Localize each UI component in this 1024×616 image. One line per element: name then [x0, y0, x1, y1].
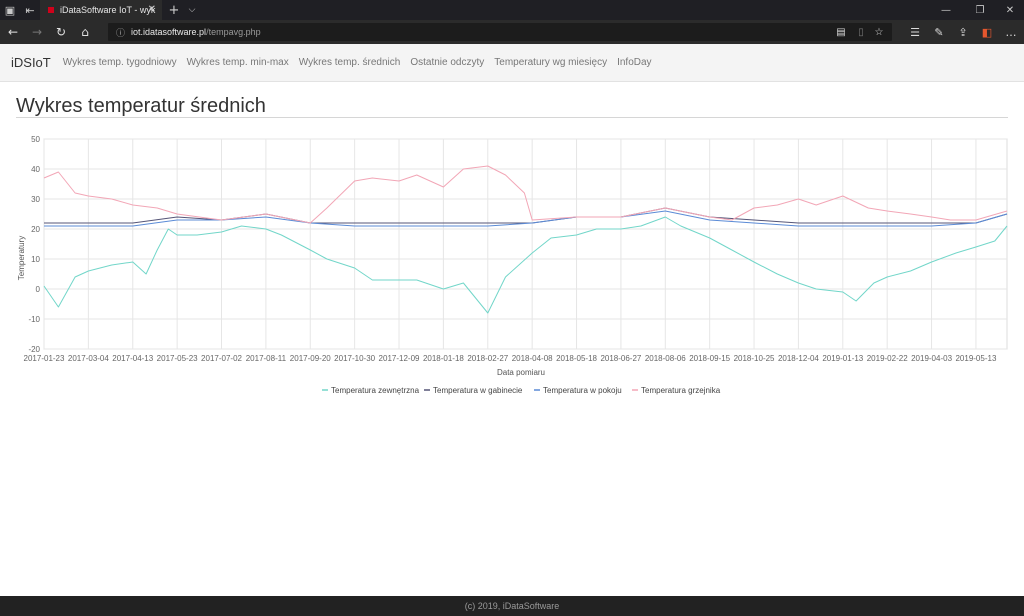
legend-label[interactable]: Temperatura zewnętrzna: [331, 386, 420, 395]
tab-actions-icon[interactable]: ▣: [4, 3, 16, 17]
site-navbar: iDSIoT Wykres temp. tygodniowy Wykres te…: [0, 44, 1024, 82]
nav-link-latest[interactable]: Ostatnie odczyty: [410, 57, 485, 68]
nav-link-monthly[interactable]: Temperatury wg miesięcy: [494, 57, 608, 68]
reading-view-icon[interactable]: ▤: [836, 26, 846, 38]
close-icon[interactable]: ✕: [147, 4, 156, 15]
x-axis-label: Data pomiaru: [497, 368, 545, 377]
x-tick-label: 2017-04-13: [112, 354, 153, 363]
x-tick-label: 2017-05-23: [157, 354, 198, 363]
x-tick-label: 2018-06-27: [600, 354, 641, 363]
tab-title: iDataSoftware IoT - wyk: [60, 5, 156, 15]
chart-grid: [43, 138, 1008, 350]
x-tick-label: 2018-01-18: [423, 354, 464, 363]
y-tick-label: 10: [31, 255, 40, 264]
pen-icon[interactable]: ✎: [934, 25, 944, 39]
legend-label[interactable]: Temperatura w pokoju: [543, 386, 622, 395]
address-toolbar: ← → ↻ ⌂ ⓘ iot.idatasoftware.pl/tempavg.p…: [0, 20, 1024, 44]
address-input[interactable]: ⓘ iot.idatasoftware.pl/tempavg.php: [108, 23, 892, 41]
y-tick-label: 40: [31, 165, 40, 174]
x-tick-label: 2018-08-06: [645, 354, 686, 363]
x-tick-label: 2019-05-13: [955, 354, 996, 363]
legend-label[interactable]: Temperatura grzejnika: [641, 386, 721, 395]
series-line-4: [43, 165, 1008, 224]
footer-text: (c) 2019, iDataSoftware: [464, 601, 560, 611]
x-tick-label: 2018-04-08: [512, 354, 553, 363]
browser-tab-bar: ▣ ⇤ iDataSoftware IoT - wyk ✕ + ⌵ — ❐ ✕: [0, 0, 1024, 20]
series-line-3: [44, 210, 1008, 227]
x-tick-label: 2019-02-22: [867, 354, 908, 363]
y-tick-label: -20: [28, 345, 40, 354]
brand-link[interactable]: iDSIoT: [11, 55, 51, 70]
x-axis: 2017-01-23 2017-03-04 2017-04-13 2017-05-23…: [24, 354, 997, 363]
info-icon[interactable]: ⓘ: [116, 28, 126, 39]
star-icon[interactable]: ☆: [874, 26, 884, 38]
office-icon[interactable]: ◧: [981, 25, 993, 39]
nav-link-weekly[interactable]: Wykres temp. tygodniowy: [62, 57, 177, 68]
chart-legend: Temperatura zewnętrzna Temperatura w gabi…: [322, 386, 721, 395]
y-tick-label: 50: [31, 135, 40, 144]
y-tick-label: 20: [31, 225, 40, 234]
y-axis: -20 -10 0 10 20 30 40 50: [28, 135, 40, 354]
x-tick-label: 2018-12-04: [778, 354, 819, 363]
y-tick-label: -10: [28, 315, 40, 324]
x-tick-label: 2017-10-30: [334, 354, 375, 363]
url-host: iot.idatasoftware.pl: [131, 27, 207, 37]
x-tick-label: 2017-03-04: [68, 354, 109, 363]
x-tick-label: 2017-09-20: [290, 354, 331, 363]
x-tick-label: 2018-05-18: [556, 354, 597, 363]
series-line-1: [43, 216, 1008, 314]
x-tick-label: 2018-10-25: [734, 354, 775, 363]
x-tick-label: 2017-01-23: [24, 354, 65, 363]
page-title: Wykres temperatur średnich: [16, 95, 266, 117]
y-axis-label: Temperatury: [17, 236, 26, 280]
browser-tab[interactable]: iDataSoftware IoT - wyk ✕: [40, 0, 162, 20]
refresh-icon[interactable]: ↻: [55, 25, 67, 39]
x-tick-label: 2017-08-11: [246, 354, 287, 363]
x-tick-label: 2017-07-02: [201, 354, 242, 363]
back-icon[interactable]: ←: [7, 25, 19, 39]
book-icon[interactable]: ▯: [858, 26, 864, 38]
share-icon[interactable]: ⇪: [958, 25, 968, 39]
url-path: /tempavg.php: [206, 27, 261, 37]
x-tick-label: 2017-12-09: [379, 354, 420, 363]
x-tick-label: 2018-02-27: [467, 354, 508, 363]
favorites-icon[interactable]: ☰: [910, 25, 920, 39]
page-footer: (c) 2019, iDataSoftware: [0, 596, 1024, 616]
nav-link-min-max[interactable]: Wykres temp. min-max: [186, 57, 289, 68]
chart-series: [43, 165, 1008, 314]
set-aside-tabs-icon[interactable]: ⇤: [25, 3, 35, 17]
x-tick-label: 2019-01-13: [822, 354, 863, 363]
forward-icon[interactable]: →: [31, 25, 43, 39]
restore-icon[interactable]: ❐: [975, 4, 985, 16]
new-tab-icon[interactable]: +: [168, 2, 180, 18]
x-tick-label: 2018-09-15: [689, 354, 730, 363]
legend-label[interactable]: Temperatura w gabinecie: [433, 386, 523, 395]
plot-area: [43, 138, 1008, 350]
y-tick-label: 0: [36, 285, 41, 294]
nav-link-infoday[interactable]: InfoDay: [617, 57, 652, 68]
window-close-icon[interactable]: ✕: [1005, 4, 1015, 16]
more-icon[interactable]: …: [1005, 25, 1017, 39]
nav-link-average[interactable]: Wykres temp. średnich: [298, 57, 401, 68]
minimize-icon[interactable]: —: [941, 4, 951, 16]
x-tick-label: 2019-04-03: [911, 354, 952, 363]
title-divider: [16, 117, 1008, 118]
y-tick-label: 30: [31, 195, 40, 204]
favicon-icon: [48, 7, 54, 13]
tab-menu-icon[interactable]: ⌵: [188, 5, 196, 15]
home-icon[interactable]: ⌂: [81, 25, 89, 39]
